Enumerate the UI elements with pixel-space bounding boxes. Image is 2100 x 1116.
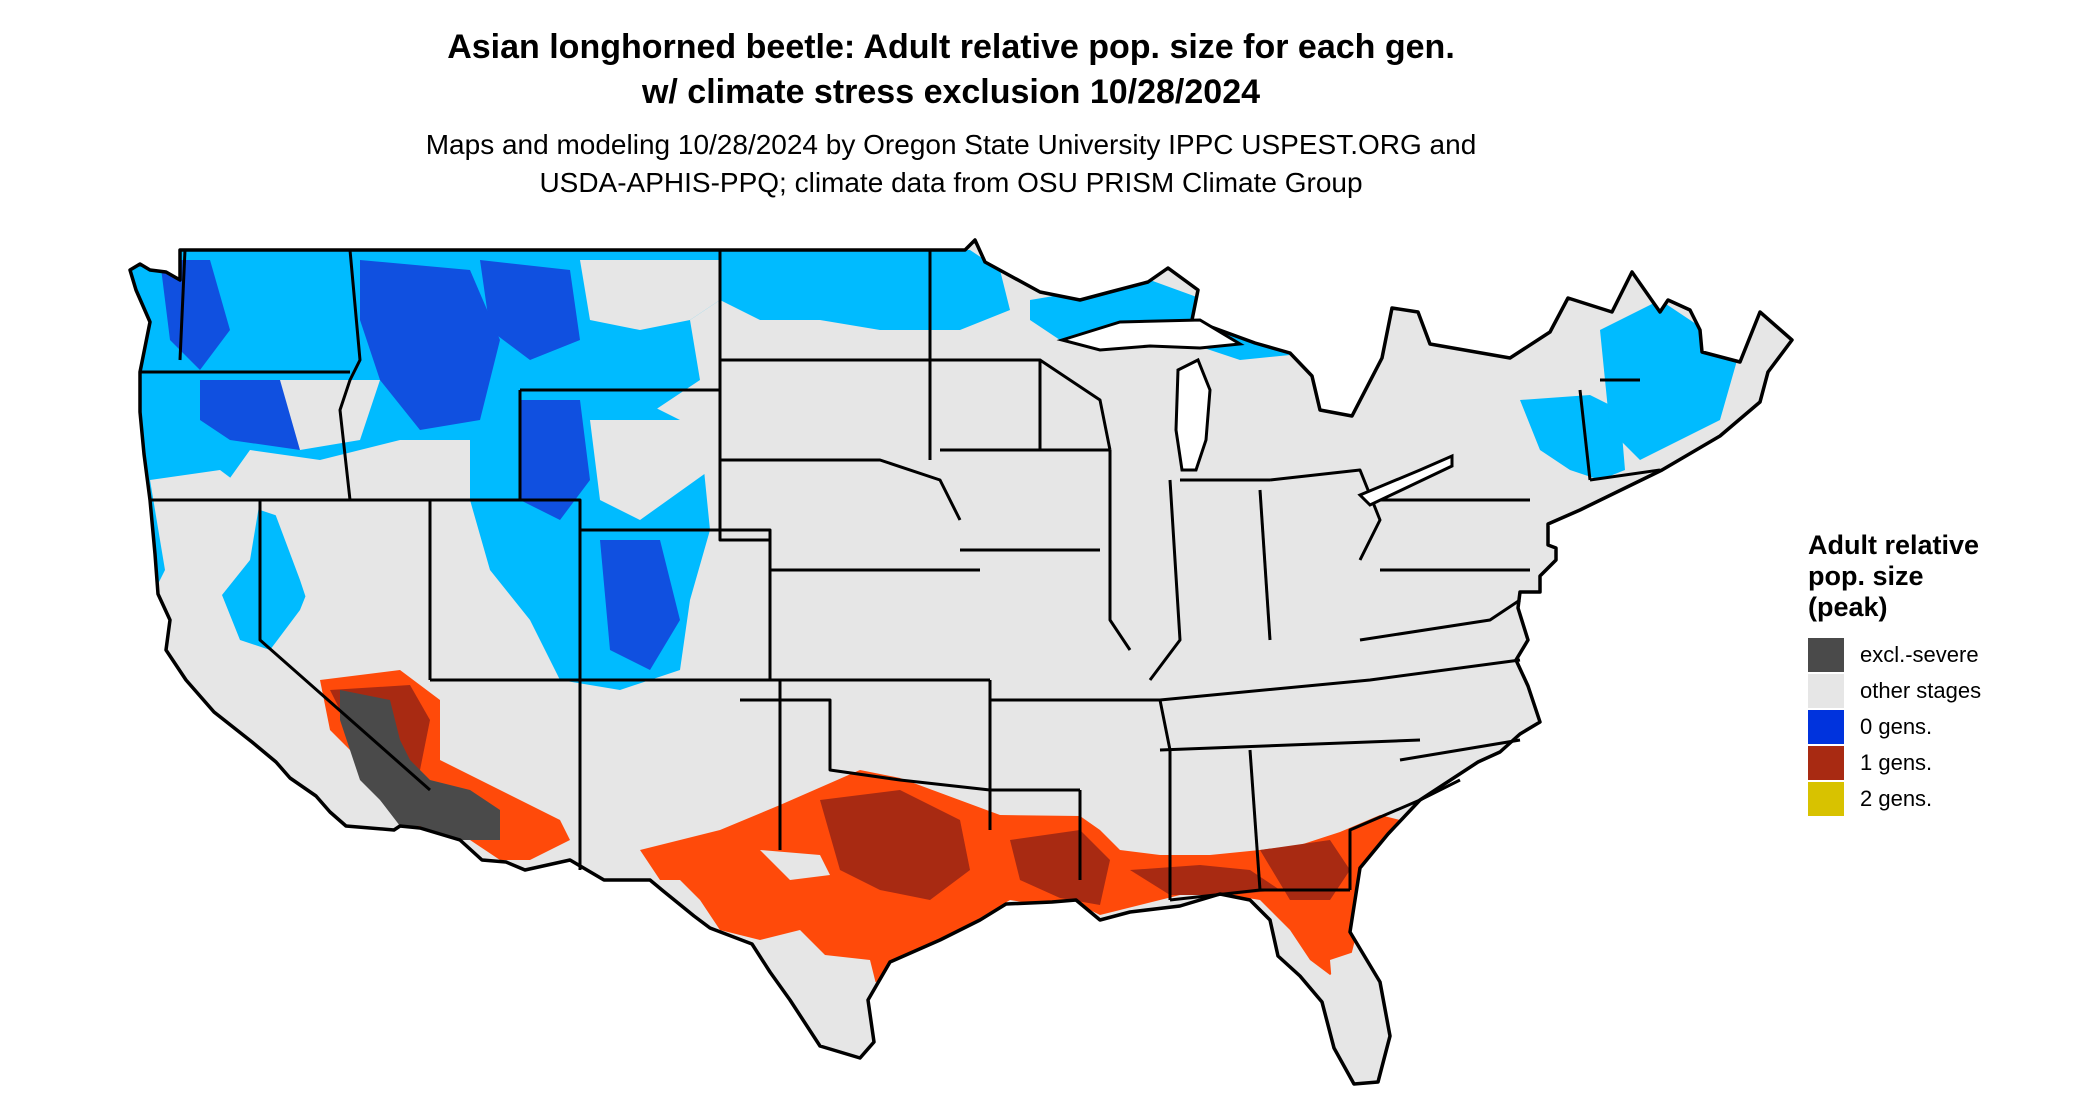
border-ut-co xyxy=(520,498,582,670)
border-al-ga xyxy=(1248,749,1262,891)
state-borders xyxy=(140,249,1661,902)
florida-gray-region xyxy=(1330,950,1390,1080)
border-id-mt xyxy=(338,249,362,501)
northeast-blue-region xyxy=(1520,395,1625,480)
legend-swatch xyxy=(1808,782,1844,816)
south-texas-gray-region xyxy=(780,950,880,1040)
border-fl-north xyxy=(1169,888,1350,902)
map-title-line-2: w/ climate stress exclusion 10/28/2024 xyxy=(641,73,1261,111)
border-wa-id xyxy=(178,249,187,361)
border-tn-south xyxy=(1159,738,1421,752)
legend-label: other stages xyxy=(1860,678,1982,703)
idaho-darkblue-region xyxy=(360,260,500,430)
legend-label: 0 gens. xyxy=(1860,714,1933,739)
border-mn-wi xyxy=(1039,358,1112,451)
legend-swatch xyxy=(1808,710,1844,744)
border-vt-nh xyxy=(1578,389,1592,481)
wyoming-darkblue-region xyxy=(520,400,590,520)
colorado-darkblue-region xyxy=(600,540,680,670)
legend-swatch xyxy=(1808,638,1844,672)
legend-swatch xyxy=(1808,746,1844,780)
legend-item-other-stages: other stages xyxy=(1808,673,2068,709)
stage-layer xyxy=(130,250,1740,1080)
map-title-line-1: Asian longhorned beetle: Adult relative … xyxy=(447,28,1455,66)
legend-item-excluded-severe: excl.-severe xyxy=(1808,637,2068,673)
louisiana-darkred-region xyxy=(1010,830,1110,905)
legend-items: excl.-severe other stages 0 gens. 1 gens… xyxy=(1808,637,2068,817)
gulf-darkred-region xyxy=(1130,865,1280,895)
great-basin-gray-region xyxy=(150,470,260,610)
border-ia-il xyxy=(1108,450,1132,651)
lake-erie xyxy=(1357,453,1454,507)
montana-darkblue-region xyxy=(480,260,580,360)
map-subtitle-line-2: USDA-APHIS-PPQ; climate data from OSU PR… xyxy=(539,167,1363,198)
legend-swatch xyxy=(1808,674,1844,708)
lake-superior xyxy=(1056,318,1245,352)
border-sd-ne xyxy=(720,458,962,521)
border-nc-sc xyxy=(1399,738,1521,762)
central-texas-gray-region xyxy=(760,850,830,880)
border-ga-sc xyxy=(1348,778,1461,890)
nevada-gray-region xyxy=(270,480,440,640)
legend-label: 1 gens. xyxy=(1860,750,1933,775)
texas-darkred-region xyxy=(820,790,970,900)
snake-plain-gray-region xyxy=(280,380,380,450)
legend-title-line-2: pop. size xyxy=(1808,561,1924,591)
legend-title-line-3: (peak) xyxy=(1808,592,1888,622)
excluded-severe-region xyxy=(340,690,500,840)
cascades-darkblue-region xyxy=(160,260,230,370)
border-co-wy-ne xyxy=(580,528,772,680)
border-va-nc xyxy=(1359,598,1521,642)
legend-item-2-gens: 2 gens. xyxy=(1808,781,2068,817)
legend-label: 2 gens. xyxy=(1860,786,1933,811)
border-il-in xyxy=(1148,479,1182,681)
legend-label: excl.-severe xyxy=(1860,642,1979,667)
border-in-oh xyxy=(1258,489,1272,641)
legend-item-1-gens: 1 gens. xyxy=(1808,745,2068,781)
georgia-darkred-region xyxy=(1260,840,1350,900)
legend-item-0-gens: 0 gens. xyxy=(1808,709,2068,745)
lake-michigan xyxy=(1174,357,1212,472)
border-nd-mt-sd-wy xyxy=(718,250,770,542)
legend-title-line-1: Adult relative xyxy=(1808,530,1980,560)
border-tn-north xyxy=(1159,658,1521,702)
map-legend: Adult relative pop. size (peak) excl.-se… xyxy=(1808,530,2068,817)
north-plains-blue-region xyxy=(720,250,1010,330)
border-ms xyxy=(1110,698,1172,900)
montana-plains-gray-region xyxy=(580,260,720,330)
border-ok-tx xyxy=(740,698,991,792)
border-ma-north xyxy=(1589,468,1661,482)
border-ca-nv xyxy=(258,500,431,792)
wyoming-basin-gray-region xyxy=(590,420,710,520)
map-subtitle-line-1: Maps and modeling 10/28/2024 by Oregon S… xyxy=(425,129,1477,160)
